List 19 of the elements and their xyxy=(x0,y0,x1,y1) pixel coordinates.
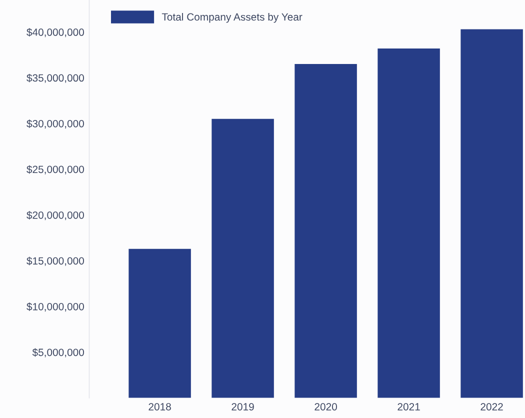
bar xyxy=(378,48,440,398)
y-tick-label: $35,000,000 xyxy=(26,74,84,83)
legend-label: Total Company Assets by Year xyxy=(162,12,302,23)
y-tick-label: $10,000,000 xyxy=(26,302,84,312)
y-tick-label: $40,000,000 xyxy=(26,28,84,38)
y-tick-label: $20,000,000 xyxy=(26,211,84,220)
x-tick-label: 2019 xyxy=(232,403,254,410)
x-tick-label: 2018 xyxy=(148,403,171,410)
x-tick-label: 2022 xyxy=(480,403,503,410)
y-tick-label: $15,000,000 xyxy=(26,256,84,266)
bar xyxy=(212,118,274,398)
x-tick-label: 2021 xyxy=(398,403,420,410)
x-tick-label: 2020 xyxy=(314,403,337,410)
y-tick-label: $5,000,000 xyxy=(32,348,84,358)
bar xyxy=(128,248,191,398)
bar xyxy=(294,64,357,398)
bar xyxy=(460,29,523,398)
y-tick-label: $25,000,000 xyxy=(26,165,84,174)
y-tick-label: $30,000,000 xyxy=(26,120,84,129)
